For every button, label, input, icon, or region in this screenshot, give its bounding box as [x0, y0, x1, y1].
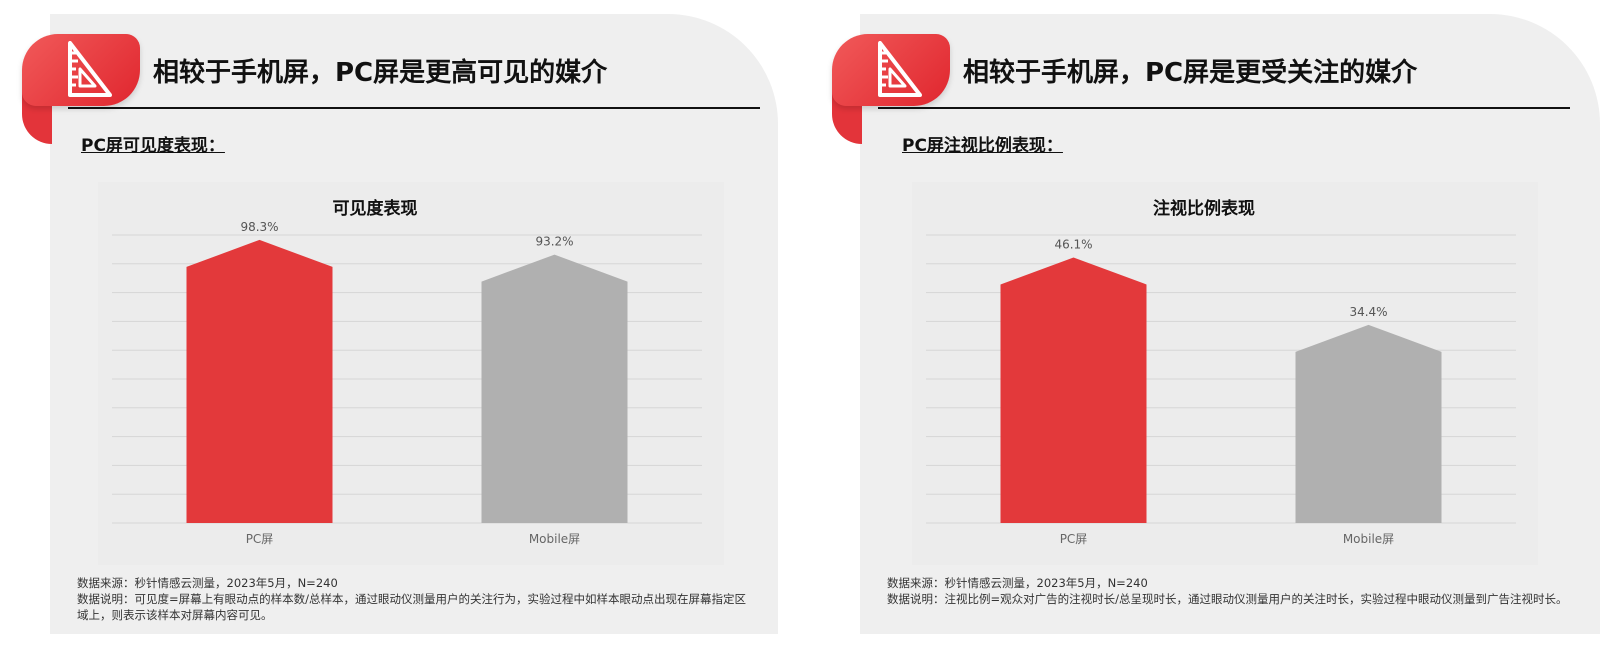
left-chart-title: 可见度表现 — [332, 199, 418, 219]
left-divider — [68, 107, 760, 109]
x-tick-label: PC屏 — [1060, 532, 1088, 546]
right-chart-title: 注视比例表现 — [1153, 199, 1255, 219]
data-label: 98.3% — [240, 220, 278, 234]
left-explanation: 数据说明：可见度=屏幕上有眼动点的样本数/总样本，通过眼动仪测量用户的关注行为，… — [77, 592, 747, 622]
data-label: 34.4% — [1349, 305, 1387, 319]
right-divider — [878, 107, 1570, 109]
x-tick-label: Mobile屏 — [529, 532, 580, 546]
right-heading: 相较于手机屏，PC屏是更受关注的媒介 — [963, 58, 1418, 88]
ruler-triangle-icon — [68, 41, 112, 97]
right-source: 数据来源：秒针情感云测量，2023年5月，N=240 — [887, 576, 1148, 590]
bar-mobile — [1295, 324, 1442, 523]
data-label: 46.1% — [1054, 237, 1092, 251]
right-badge — [832, 34, 950, 106]
right-subheading: PC屏注视比例表现： — [902, 136, 1063, 156]
left-subheading: PC屏可见度表现： — [81, 136, 225, 156]
bar-mobile — [481, 254, 628, 524]
x-tick-label: Mobile屏 — [1343, 532, 1394, 546]
ruler-triangle-icon — [878, 41, 922, 97]
right-bar-chart: 46.1% PC屏 34.4% Mobile屏 — [926, 234, 1516, 546]
bar-pc — [186, 239, 333, 523]
right-explanation: 数据说明：注视比例=观众对广告的注视时长/总呈现时长，通过眼动仪测量用户的关注时… — [887, 592, 1568, 606]
x-tick-label: PC屏 — [246, 532, 274, 546]
data-label: 93.2% — [535, 235, 573, 249]
left-source: 数据来源：秒针情感云测量，2023年5月，N=240 — [77, 576, 338, 590]
left-heading: 相较于手机屏，PC屏是更高可见的媒介 — [153, 58, 608, 88]
left-bar-chart: 98.3% PC屏 93.2% Mobile屏 — [112, 220, 702, 546]
left-badge — [22, 34, 140, 106]
bar-pc — [1000, 257, 1147, 523]
